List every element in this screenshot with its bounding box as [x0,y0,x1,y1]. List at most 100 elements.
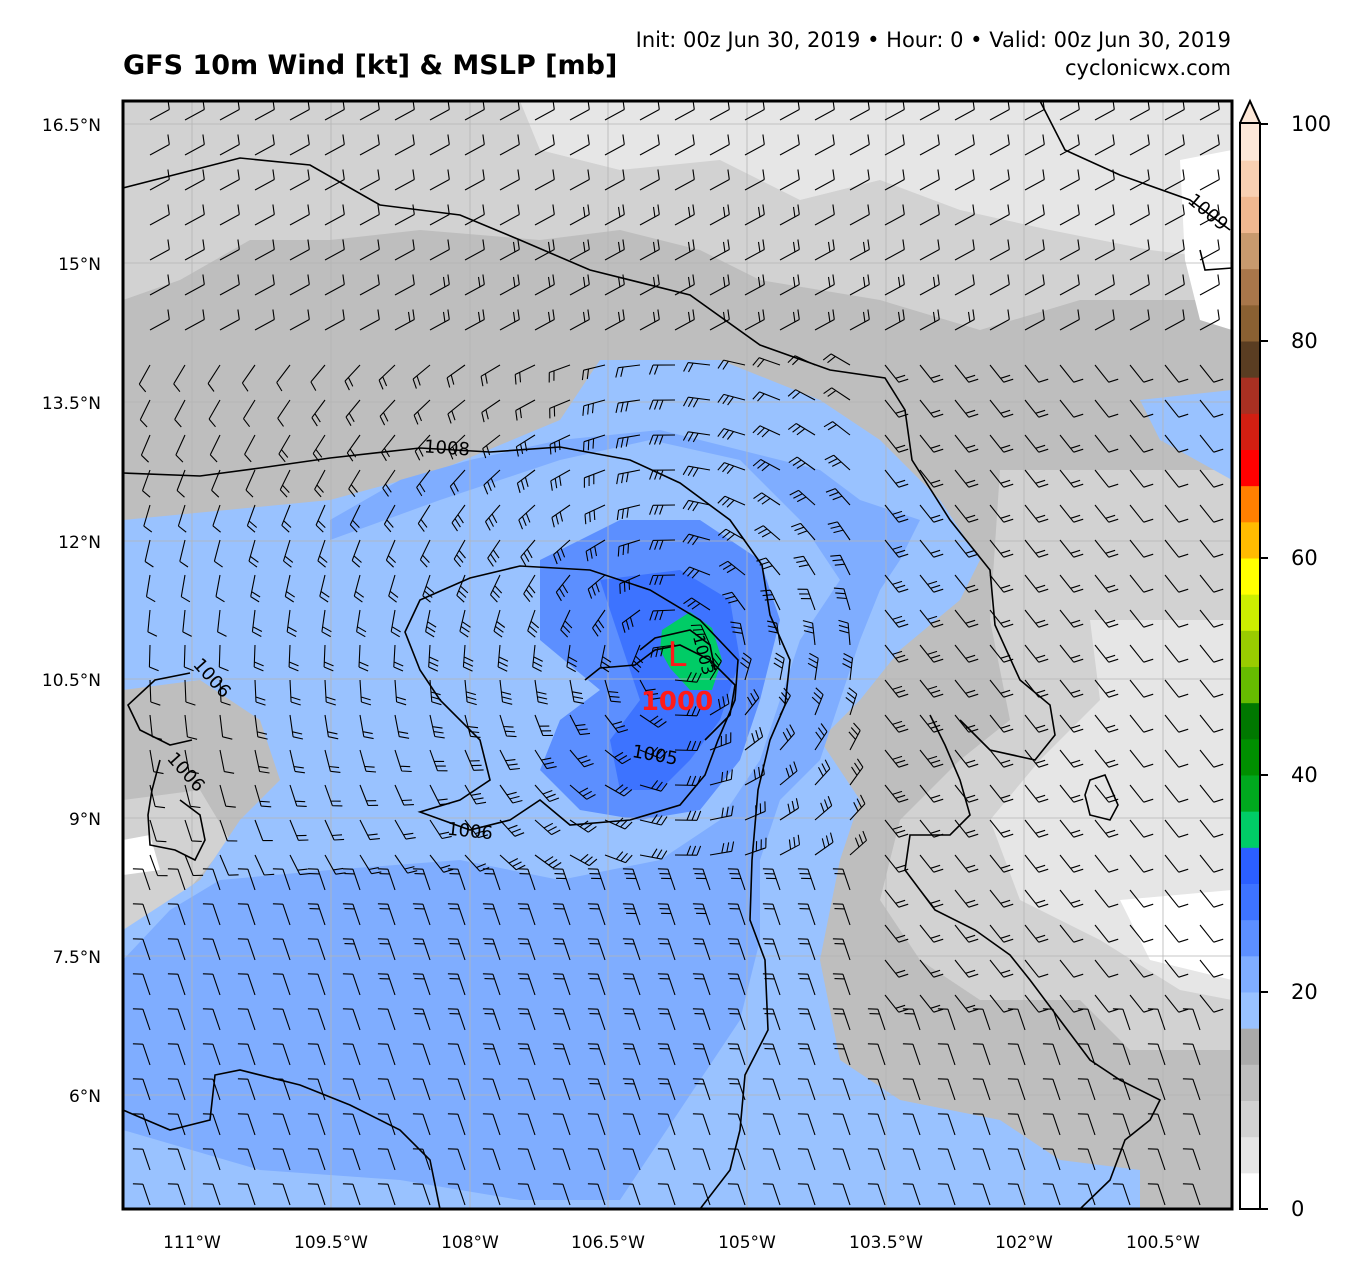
wind-barb [1164,309,1185,331]
wind-barb [412,1183,431,1206]
wind-barb [649,469,676,480]
wind-barb [523,574,536,603]
wind-barb [779,798,800,821]
wind-barb [1024,239,1045,261]
wind-barb [447,1183,466,1206]
wind-barb [1129,819,1154,838]
wind-barb [377,1008,396,1031]
colorbar-frame [1239,122,1261,1210]
wind-barb [388,574,399,603]
wind-barb [849,274,870,296]
wind-barb [1129,169,1150,191]
wind-barb [1129,644,1154,663]
wind-barb [727,938,746,961]
wind-barb [412,938,431,961]
wind-barb [779,274,800,296]
wind-barb [1059,169,1080,191]
lat-label: 15°N [58,255,101,275]
wind-barb [517,903,536,926]
wind-barb [717,393,746,406]
wind-barb [649,609,676,621]
wind-barb [482,434,501,459]
wind-barb [517,973,536,996]
wind-barb [814,796,833,821]
wind-barb [307,903,326,926]
wind-barb [219,134,240,156]
wind-barb [919,854,944,873]
wind-barb [1129,204,1150,226]
wind-barb [499,204,520,226]
wind-barb [517,938,536,961]
site-credit: cyclonicwx.com [1064,56,1231,80]
colorbar-segment [1240,521,1260,559]
wind-barb [342,973,361,996]
wind-barb [417,504,431,532]
wind-barb [657,868,676,891]
wind-barb [348,469,361,498]
wind-barb [954,644,979,663]
wind-barb [1059,854,1084,873]
wind-barb [1077,1183,1096,1206]
wind-barb [394,169,415,191]
wind-barb [1059,679,1084,698]
wind-barb [244,434,256,463]
wind-barb [324,784,343,807]
wind-barb [412,1008,431,1031]
wind-barb [139,399,151,428]
wind-barb [1094,889,1119,908]
wind-barb [884,469,909,488]
wind-barb [569,784,596,800]
wind-barb [1094,924,1119,943]
wind-barb [762,1078,781,1101]
wind-barb [827,521,851,541]
wind-barb [954,434,979,453]
wind-barb [217,609,227,637]
wind-barb [1129,239,1150,261]
wind-barb [555,574,571,602]
wind-barb [919,169,940,191]
wind-barb [566,644,578,673]
wind-barb [549,434,571,455]
wind-barb [832,1183,851,1206]
wind-barb [884,749,909,768]
wind-barb [138,364,151,393]
wind-barb [802,620,816,646]
wind-barb [289,239,310,261]
wind-barb [762,938,781,961]
wind-barb [657,1183,676,1206]
wind-barb [1129,309,1150,331]
wind-barb [604,784,633,797]
isobar-1006-sw [147,759,206,862]
wind-barb [718,560,746,576]
wind-barb [447,1113,466,1136]
wind-barb [215,574,225,603]
wind-barb [132,973,151,996]
wind-barb [1059,134,1080,156]
wind-barb [482,1148,501,1171]
wind-barb [1059,204,1080,226]
wind-barb [1077,1078,1096,1101]
wind-barb [1007,1008,1026,1031]
wind-barb [1059,274,1080,296]
wind-barb [1164,134,1185,156]
wind-barb [1007,1043,1026,1066]
wind-barb [1024,434,1049,453]
wind-barb [307,1078,326,1101]
wind-barb [657,1078,676,1101]
wind-barb [254,784,272,808]
wind-barb [462,644,474,672]
wind-barb [814,204,835,226]
wind-barb [552,1008,571,1031]
wind-barb [657,938,676,961]
isobar-1009-ne-tail [1199,249,1232,271]
wind-barb [709,239,730,261]
colorbar-label: 40 [1291,763,1318,787]
wind-barb [359,854,382,875]
wind-barb [184,714,198,740]
wind-barb [1182,1008,1201,1031]
wind-barb [289,749,305,774]
wind-barb [587,1148,606,1171]
colorbar-segment [1240,196,1260,233]
wind-barb [447,1078,466,1101]
wind-barb [1112,1043,1131,1066]
